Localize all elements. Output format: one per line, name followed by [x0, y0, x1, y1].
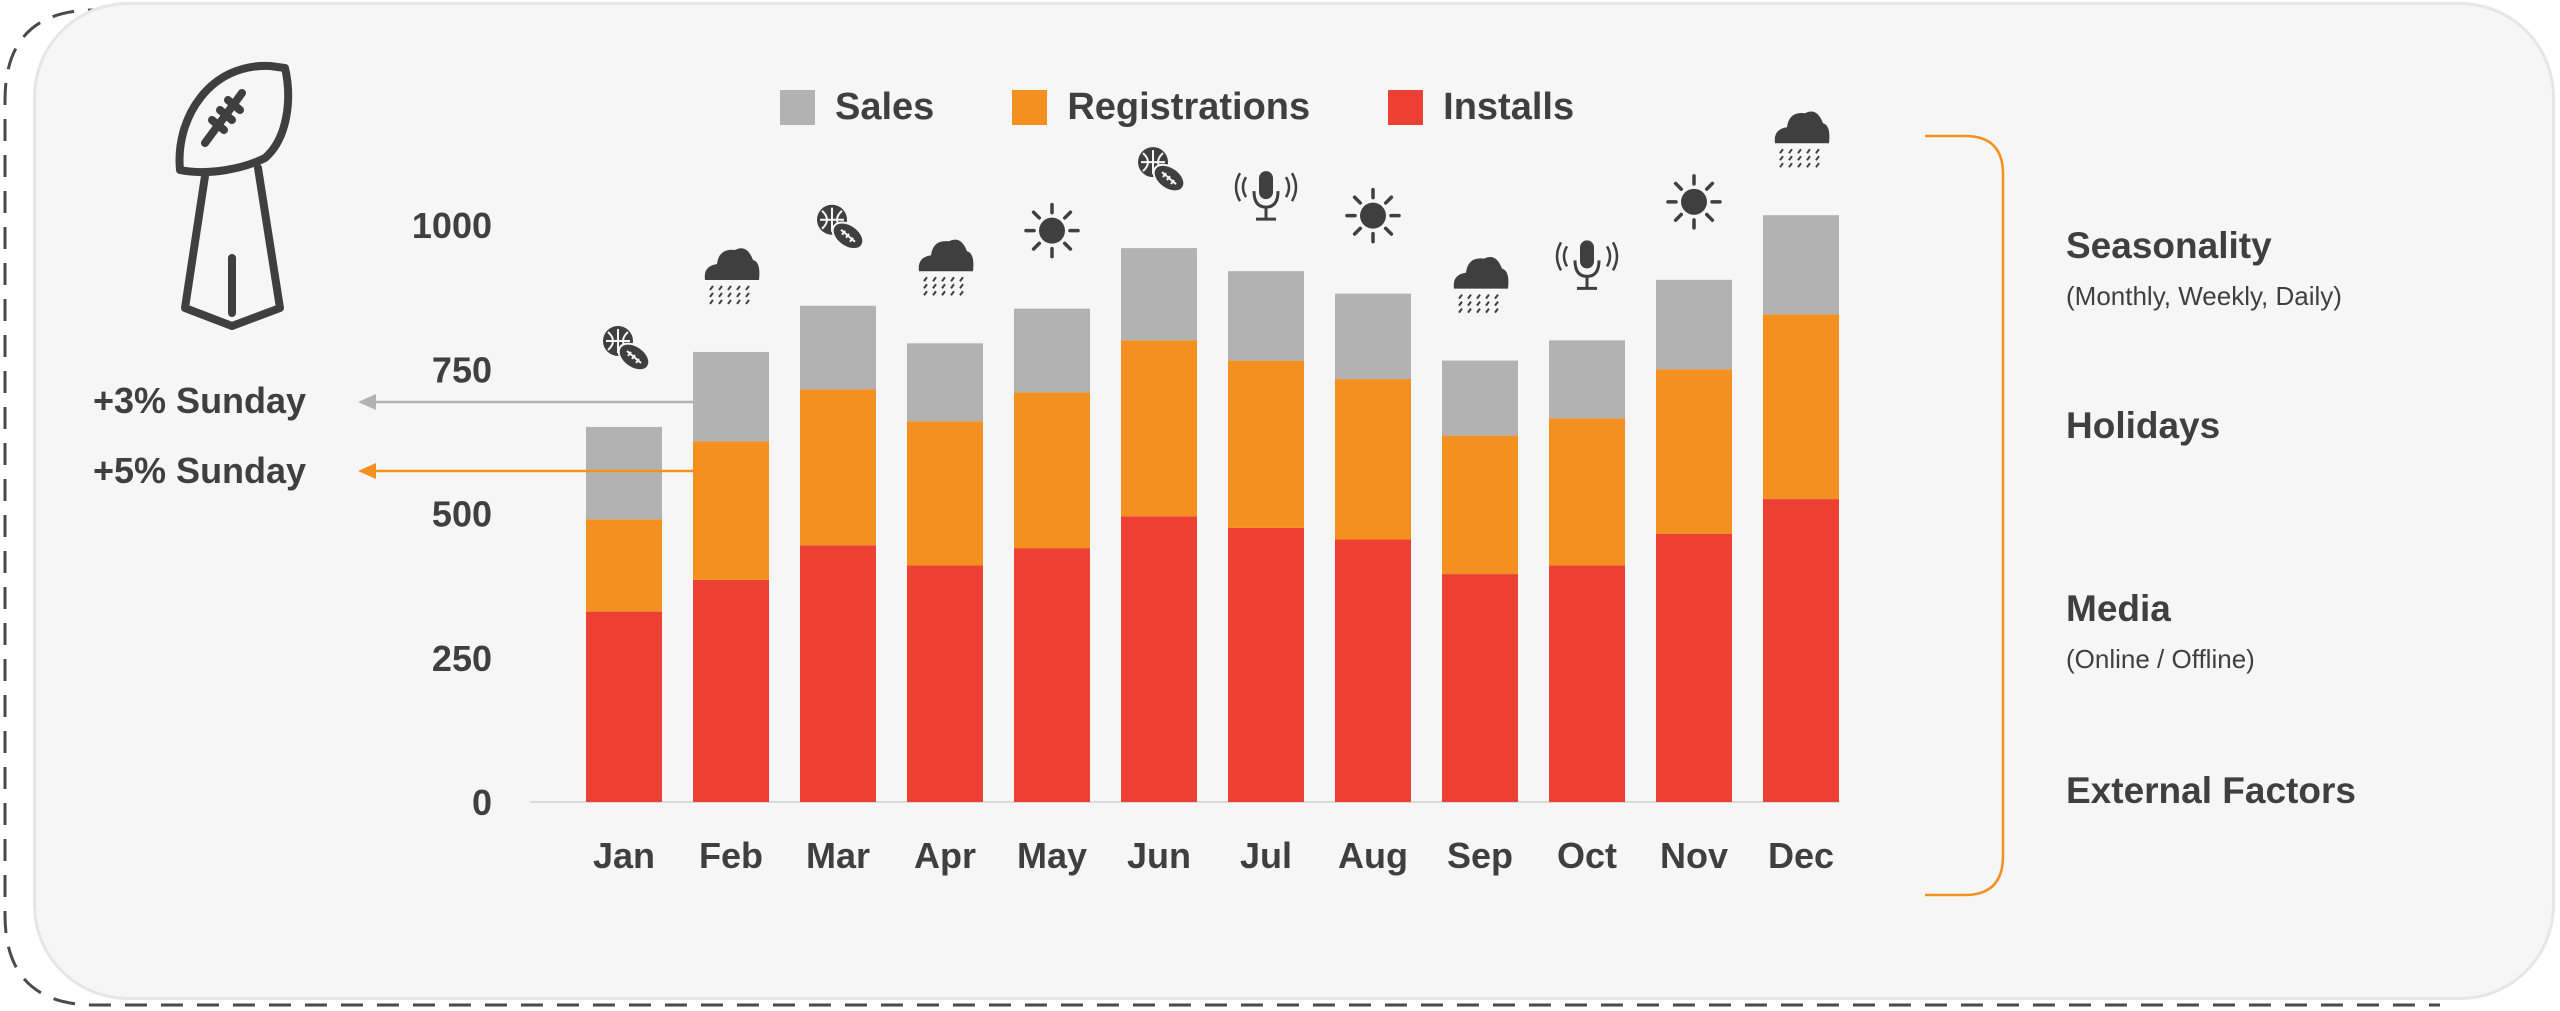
- bar-installs-sep: [1442, 574, 1518, 802]
- x-tick-label: Aug: [1338, 835, 1408, 876]
- bar-sales-jun: [1121, 248, 1197, 341]
- x-tick-label: Feb: [699, 835, 763, 876]
- legend-item-registrations: Registrations: [1012, 86, 1310, 129]
- factor-title-external: External Factors: [2066, 770, 2356, 811]
- bar-installs-jun: [1121, 516, 1197, 802]
- microphone-icon: [1234, 171, 1298, 221]
- legend-item-installs: Installs: [1388, 86, 1574, 129]
- bar-registrations-oct: [1549, 418, 1625, 566]
- orange-arrow-head: [358, 463, 376, 479]
- rain-cloud-icon: [1453, 256, 1509, 314]
- chart-legend: Sales Registrations Installs: [780, 86, 1574, 129]
- x-tick-label: Apr: [914, 835, 976, 876]
- factor-subtitle-seasonality: (Monthly, Weekly, Daily): [2066, 281, 2342, 311]
- sun-icon: [1024, 202, 1080, 259]
- y-tick-label: 0: [472, 782, 492, 823]
- football-basketball-icon: [1138, 147, 1186, 193]
- factor-media: Media (Online / Offline): [2066, 588, 2255, 675]
- x-tick-label: Nov: [1660, 835, 1728, 876]
- bar-sales-sep: [1442, 360, 1518, 436]
- rain-cloud-icon: [918, 239, 974, 296]
- bar-sales-aug: [1335, 293, 1411, 380]
- bar-installs-oct: [1549, 565, 1625, 802]
- factor-seasonality: Seasonality (Monthly, Weekly, Daily): [2066, 225, 2342, 312]
- x-tick-label: Jul: [1240, 835, 1292, 876]
- bar-sales-feb: [693, 351, 769, 442]
- x-tick-label: May: [1017, 835, 1087, 876]
- rain-cloud-icon: [704, 248, 760, 305]
- y-tick-label: 1000: [412, 205, 492, 246]
- rain-cloud-icon: [1774, 111, 1830, 168]
- bar-registrations-may: [1014, 392, 1090, 549]
- bar-registrations-mar: [800, 389, 876, 546]
- bar-registrations-jun: [1121, 340, 1197, 517]
- y-tick-label: 500: [432, 494, 492, 535]
- bar-installs-nov: [1656, 533, 1732, 802]
- x-tick-label: Oct: [1557, 835, 1617, 876]
- football-basketball-icon: [603, 325, 651, 372]
- annotation-orange-arrow-label: +5% Sunday: [93, 450, 307, 491]
- bar-registrations-jul: [1228, 360, 1304, 528]
- legend-label-sales: Sales: [835, 86, 935, 128]
- bar-installs-feb: [693, 579, 769, 802]
- bar-installs-jul: [1228, 527, 1304, 802]
- factor-title-holidays: Holidays: [2066, 405, 2221, 446]
- bar-registrations-aug: [1335, 379, 1411, 540]
- bar-sales-oct: [1549, 340, 1625, 419]
- bar-sales-dec: [1763, 215, 1839, 315]
- sun-icon: [1345, 187, 1401, 244]
- factor-subtitle-media: (Online / Offline): [2066, 644, 2255, 674]
- annotation-gray-arrow-label: +3% Sunday: [93, 380, 307, 421]
- bar-sales-jan: [586, 426, 662, 520]
- legend-swatch-sales: [780, 90, 815, 125]
- y-tick-label: 750: [432, 349, 492, 390]
- sun-icon: [1666, 174, 1722, 230]
- legend-label-registrations: Registrations: [1067, 86, 1311, 128]
- bar-sales-apr: [907, 343, 983, 422]
- bar-sales-jul: [1228, 271, 1304, 361]
- bar-registrations-nov: [1656, 369, 1732, 534]
- bar-registrations-jan: [586, 519, 662, 612]
- legend-swatch-registrations: [1012, 90, 1048, 125]
- legend-item-sales: Sales: [780, 86, 934, 129]
- bar-sales-may: [1014, 308, 1090, 393]
- factor-title-media: Media: [2066, 588, 2171, 629]
- legend-label-installs: Installs: [1443, 86, 1575, 128]
- bar-installs-may: [1014, 548, 1090, 802]
- bar-sales-mar: [800, 305, 876, 390]
- bar-installs-jan: [586, 611, 662, 802]
- x-tick-label: Dec: [1768, 835, 1834, 876]
- bar-installs-aug: [1335, 539, 1411, 802]
- legend-swatch-installs: [1388, 90, 1424, 125]
- football-basketball-icon: [817, 204, 865, 251]
- bar-installs-mar: [800, 545, 876, 802]
- factor-title-seasonality: Seasonality: [2066, 225, 2272, 266]
- bar-sales-nov: [1656, 279, 1732, 370]
- x-tick-label: Jan: [593, 835, 655, 876]
- x-tick-label: Sep: [1447, 835, 1513, 876]
- bar-registrations-dec: [1763, 314, 1839, 500]
- gray-arrow-head: [358, 394, 376, 410]
- factor-external: External Factors: [2066, 770, 2356, 812]
- x-tick-label: Jun: [1127, 835, 1191, 876]
- bar-installs-dec: [1763, 499, 1839, 802]
- bar-registrations-sep: [1442, 435, 1518, 575]
- trophy-icon: [170, 58, 295, 338]
- x-tick-label: Mar: [806, 835, 870, 876]
- factors-bracket: [1925, 134, 2005, 897]
- bar-registrations-feb: [693, 441, 769, 580]
- factor-holidays: Holidays: [2066, 405, 2220, 447]
- microphone-icon: [1555, 240, 1619, 290]
- bar-installs-apr: [907, 565, 983, 802]
- y-tick-label: 250: [432, 638, 492, 679]
- bar-registrations-apr: [907, 421, 983, 566]
